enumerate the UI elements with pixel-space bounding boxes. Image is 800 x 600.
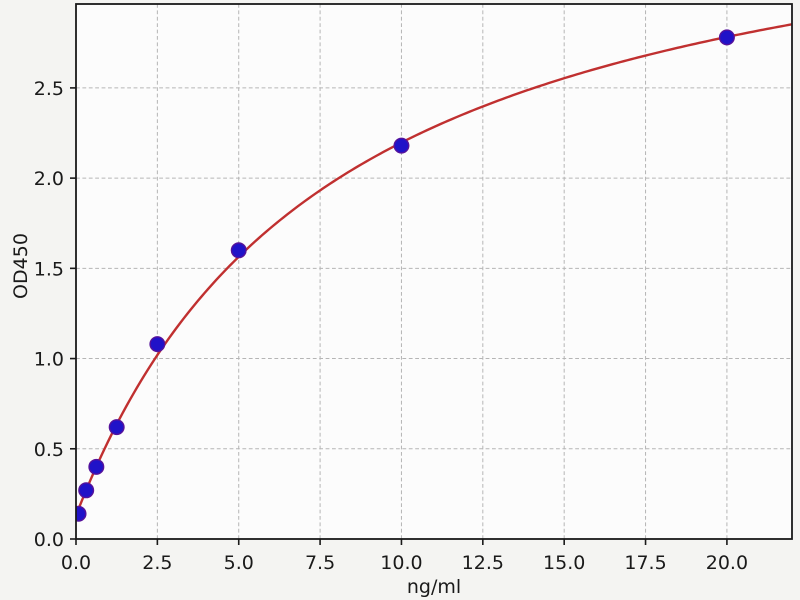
x-tick-label: 17.5 — [624, 552, 666, 574]
x-tick-label: 7.5 — [305, 552, 335, 574]
plot-area — [76, 4, 792, 539]
x-tick-label: 2.5 — [142, 552, 172, 574]
x-tick-label: 20.0 — [706, 552, 748, 574]
plot-border — [75, 3, 793, 540]
x-tick-label: 0.0 — [61, 552, 91, 574]
data-point — [393, 137, 410, 154]
data-point — [230, 242, 247, 259]
data-point — [108, 419, 125, 436]
x-tick-label: 12.5 — [462, 552, 504, 574]
y-tick-label: 0.0 — [34, 529, 64, 551]
x-tick-label: 5.0 — [224, 552, 254, 574]
data-point — [76, 505, 87, 522]
y-axis-label: OD450 — [10, 233, 32, 299]
y-tick-label: 2.0 — [34, 168, 64, 190]
data-point — [88, 458, 105, 475]
data-point — [718, 29, 735, 46]
x-axis-label: ng/ml — [406, 576, 462, 598]
y-tick-label: 1.5 — [34, 258, 64, 280]
x-tick-label: 10.0 — [380, 552, 422, 574]
y-tick-label: 1.0 — [34, 349, 64, 371]
data-point — [78, 482, 95, 499]
y-tick-label: 0.5 — [34, 439, 64, 461]
fit-curve — [76, 23, 792, 517]
x-tick-label: 15.0 — [543, 552, 585, 574]
data-point — [149, 336, 166, 353]
y-tick-label: 2.5 — [34, 78, 64, 100]
